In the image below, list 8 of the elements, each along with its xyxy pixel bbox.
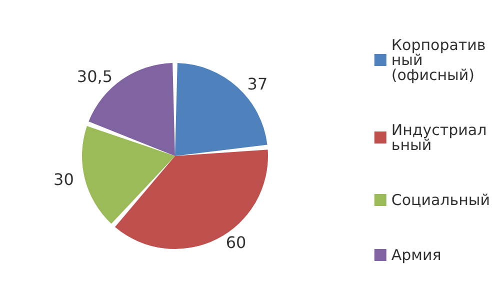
legend-label: Корпоративный (офисный): [391, 36, 486, 84]
data-label: 60: [226, 233, 246, 252]
data-label: 30,5: [76, 66, 113, 86]
legend-label: Армия: [391, 246, 442, 264]
data-label: 30: [54, 170, 74, 189]
data-label: 37: [247, 74, 268, 94]
legend-label: Социальный: [391, 191, 490, 209]
legend-label: Индустриальный: [391, 121, 487, 154]
